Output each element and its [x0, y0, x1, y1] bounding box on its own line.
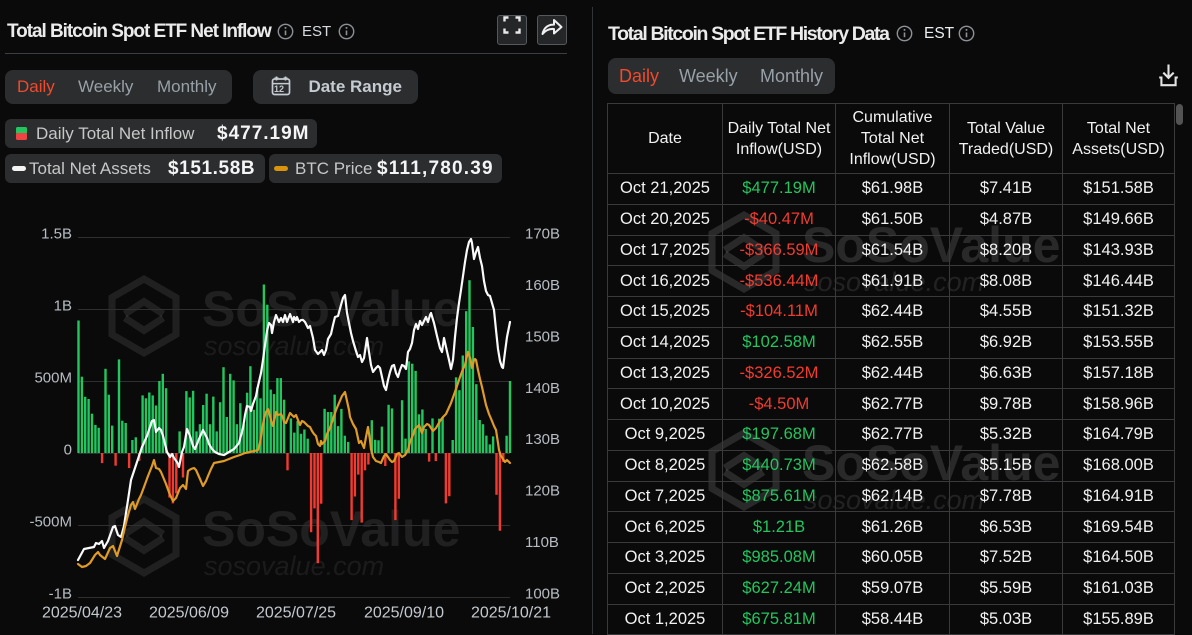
svg-text:150B: 150B	[525, 328, 560, 345]
svg-text:2025/04/23: 2025/04/23	[42, 605, 122, 622]
svg-text:sosovalue.com: sosovalue.com	[204, 551, 384, 581]
svg-text:120B: 120B	[525, 483, 560, 500]
svg-text:0: 0	[64, 442, 72, 459]
svg-text:-1B: -1B	[49, 586, 72, 603]
svg-text:170B: 170B	[525, 226, 560, 243]
svg-text:1.5B: 1.5B	[41, 226, 72, 243]
svg-text:2025/10/21: 2025/10/21	[471, 605, 551, 622]
svg-text:500M: 500M	[34, 370, 72, 387]
svg-text:2025/07/25: 2025/07/25	[256, 605, 336, 622]
svg-text:130B: 130B	[525, 431, 560, 448]
svg-text:SoSoValue: SoSoValue	[202, 501, 460, 557]
svg-text:-500M: -500M	[29, 514, 72, 531]
svg-text:1B: 1B	[54, 298, 72, 315]
svg-text:140B: 140B	[525, 380, 560, 397]
svg-text:2025/09/10: 2025/09/10	[364, 605, 444, 622]
svg-text:12: 12	[274, 84, 284, 94]
svg-text:100B: 100B	[525, 586, 560, 603]
svg-text:2025/06/09: 2025/06/09	[149, 605, 229, 622]
svg-text:160B: 160B	[525, 277, 560, 294]
svg-text:110B: 110B	[525, 534, 559, 551]
